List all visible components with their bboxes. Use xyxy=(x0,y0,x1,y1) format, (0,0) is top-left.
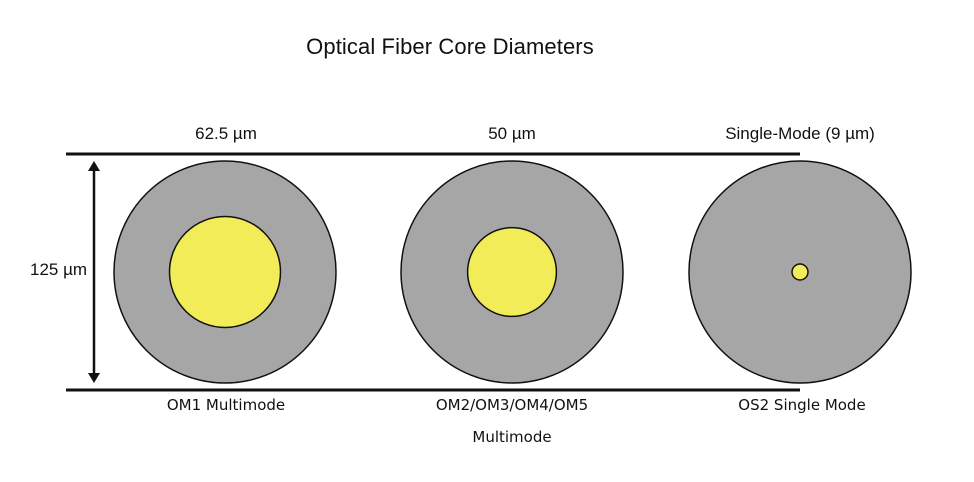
fiber-1-core xyxy=(168,215,282,329)
fiber-2-core-label: 50 µm xyxy=(488,124,536,143)
fiber-1-core-label: 62.5 µm xyxy=(195,124,257,143)
diagram-title: Optical Fiber Core Diameters xyxy=(306,34,594,59)
fiber-2-type-label: OM2/OM3/OM4/OM5 xyxy=(435,396,589,414)
fiber-3-type-label: OS2 Single Mode xyxy=(738,396,866,414)
fiber-2-type-label-line2: Multimode xyxy=(472,428,552,446)
fiber-1-type-label: OM1 Multimode xyxy=(166,396,286,414)
fiber-3-core-label: Single-Mode (9 µm) xyxy=(725,124,875,143)
fiber-2-core xyxy=(466,226,558,318)
fiber-3-core xyxy=(791,263,809,281)
cladding-diameter-label: 125 µm xyxy=(30,260,88,279)
fibers-group xyxy=(113,160,912,384)
